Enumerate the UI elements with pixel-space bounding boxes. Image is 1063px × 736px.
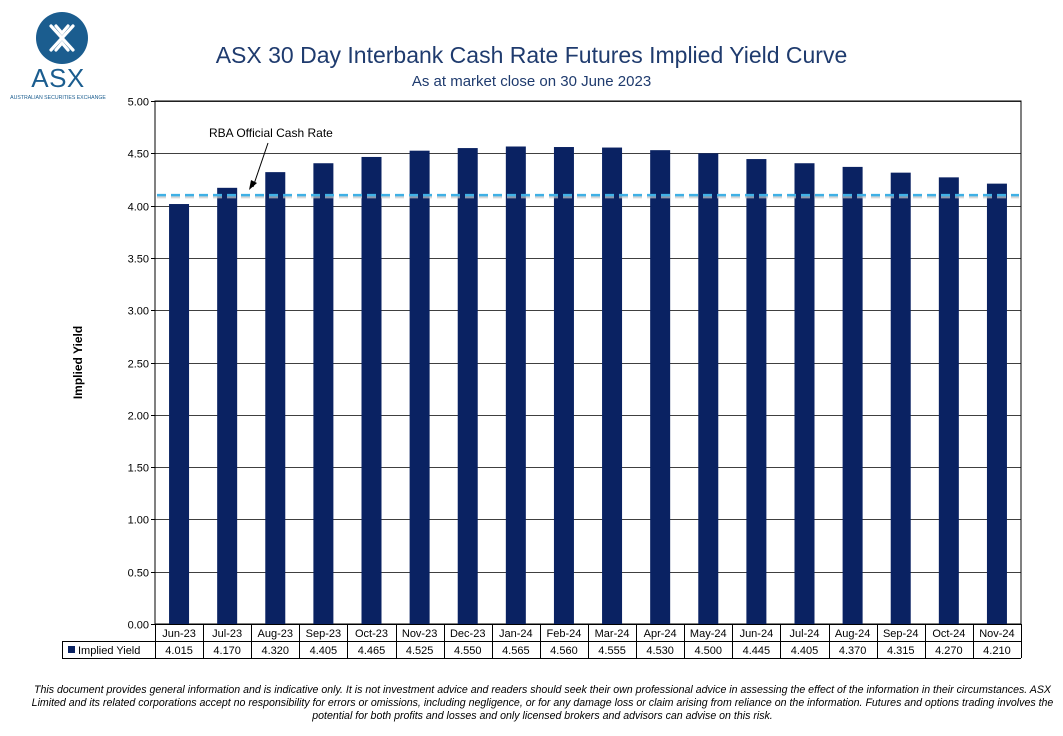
- x-tick-label: Nov-23: [402, 628, 437, 640]
- x-tick-label: Jun-24: [740, 628, 774, 640]
- data-label: 4.555: [598, 645, 626, 657]
- bar: [265, 172, 286, 625]
- bar-chart: RBA Official Cash Rate 0.00 0.50 1.00 1.50 2…: [62, 97, 1022, 659]
- x-tick-label: May-24: [690, 628, 727, 640]
- asx-logo-icon: [36, 12, 88, 64]
- x-tick-label: Dec-23: [450, 628, 485, 640]
- axes: 0.00 0.50 1.00 1.50 2.00 2.50 3.00 3.50 4.00 4.50…: [71, 97, 155, 632]
- bar: [313, 163, 334, 624]
- data-label: 4.530: [646, 645, 674, 657]
- bar: [746, 159, 767, 625]
- annotation-arrow: [252, 142, 269, 188]
- bars: [169, 146, 1007, 625]
- data-label: 4.015: [165, 645, 193, 657]
- data-table: Jun-23 4.015 Jul-23 4.170 Aug-23 4.320 Sep-23 4…: [62, 624, 1022, 659]
- bar: [457, 148, 478, 624]
- y-tick-label: 3.00: [128, 306, 149, 318]
- chart-title: ASX 30 Day Interbank Cash Rate Futures I…: [215, 42, 848, 68]
- data-label: 4.405: [791, 645, 819, 657]
- x-tick-label: Jun-23: [162, 628, 196, 640]
- plot-area: [154, 100, 1022, 625]
- logo-name: ASX: [31, 63, 85, 93]
- data-label: 4.320: [262, 645, 290, 657]
- bar: [794, 163, 815, 624]
- bar: [650, 150, 671, 625]
- data-label: 4.445: [743, 645, 771, 657]
- y-axis-label: Implied Yield: [71, 326, 85, 399]
- y-tick-label: 4.50: [128, 149, 149, 161]
- legend-swatch: [68, 646, 75, 653]
- x-tick-label: Aug-24: [835, 628, 870, 640]
- x-tick-label: Oct-24: [932, 628, 965, 640]
- disclaimer: This document provides general informati…: [31, 684, 1054, 722]
- data-label: 4.500: [695, 645, 723, 657]
- bar: [505, 146, 526, 624]
- x-tick-label: Sep-23: [306, 628, 341, 640]
- x-tick-label: Feb-24: [547, 628, 582, 640]
- y-tick-label: 2.50: [128, 359, 149, 371]
- legend-label: Implied Yield: [78, 645, 140, 657]
- x-tick-label: Apr-24: [644, 628, 677, 640]
- data-label: 4.565: [502, 645, 530, 657]
- y-tick-label: 4.00: [128, 202, 149, 214]
- x-tick-label: Jan-24: [499, 628, 533, 640]
- x-tick-label: Jul-23: [212, 628, 242, 640]
- bar: [553, 147, 574, 625]
- bar: [169, 204, 190, 624]
- y-tick-label: 5.00: [128, 97, 149, 109]
- logo-tagline: AUSTRALIAN SECURITIES EXCHANGE: [10, 95, 106, 101]
- y-tick-label: 0.50: [128, 568, 149, 580]
- x-tick-label: Aug-23: [258, 628, 293, 640]
- data-label: 4.270: [935, 645, 963, 657]
- y-tick-label: 3.50: [128, 254, 149, 266]
- y-tick-label: 1.50: [128, 463, 149, 475]
- x-tick-label: Nov-24: [979, 628, 1014, 640]
- bar: [602, 147, 623, 624]
- x-tick-label: Oct-23: [355, 628, 388, 640]
- bar: [986, 183, 1007, 624]
- x-tick-label: Mar-24: [595, 628, 630, 640]
- x-tick-label: Sep-24: [883, 628, 918, 640]
- x-tick-label: Jul-24: [790, 628, 820, 640]
- y-tick-label: 1.00: [128, 515, 149, 527]
- data-label: 4.315: [887, 645, 915, 657]
- data-label: 4.370: [839, 645, 867, 657]
- reference-line-group: RBA Official Cash Rate: [157, 126, 1019, 199]
- data-label: 4.210: [983, 645, 1011, 657]
- data-label: 4.550: [454, 645, 482, 657]
- data-label: 4.525: [406, 645, 434, 657]
- data-label: 4.405: [310, 645, 338, 657]
- bar: [890, 172, 911, 624]
- bar: [217, 187, 238, 624]
- y-tick-label: 0.00: [128, 620, 149, 632]
- annotation-arrowhead: [249, 180, 257, 190]
- data-label: 4.560: [550, 645, 578, 657]
- y-tick-label: 2.00: [128, 411, 149, 423]
- gridlines: [154, 100, 1022, 625]
- chart-subtitle: As at market close on 30 June 2023: [411, 73, 652, 90]
- bar: [698, 153, 719, 625]
- data-label: 4.465: [358, 645, 386, 657]
- data-label: 4.170: [213, 645, 241, 657]
- bar: [361, 156, 382, 624]
- asx-logo: ASX AUSTRALIAN SECURITIES EXCHANGE: [8, 12, 108, 104]
- bar: [409, 150, 430, 624]
- bar: [842, 166, 863, 624]
- bar: [938, 177, 959, 624]
- reference-line-label: RBA Official Cash Rate: [209, 126, 333, 140]
